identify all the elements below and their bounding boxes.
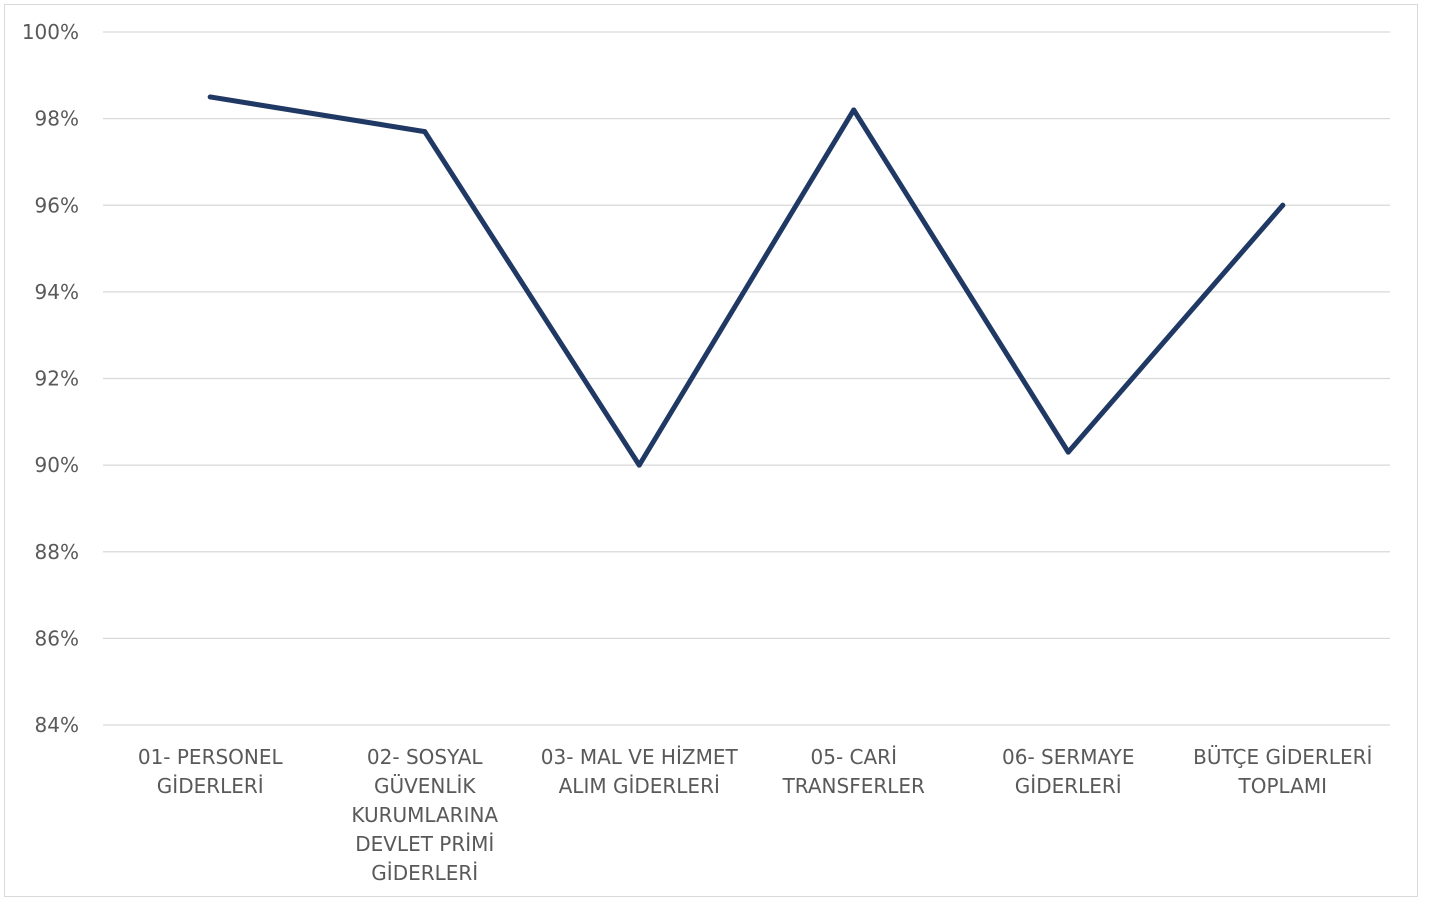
y-tick-label: 96%: [35, 193, 79, 217]
x-category-label: BÜTÇE GİDERLERİ TOPLAMI: [1193, 745, 1372, 798]
y-tick-label: 100%: [22, 20, 79, 44]
x-category-label-line: 06- SERMAYE: [1002, 745, 1135, 769]
data-point: [1280, 202, 1286, 208]
y-tick-label: 94%: [35, 280, 79, 304]
y-tick-label: 90%: [35, 453, 79, 477]
x-category-label-line: TOPLAMI: [1238, 774, 1327, 798]
y-tick-label: 86%: [35, 626, 79, 650]
data-point: [1065, 449, 1071, 455]
x-category-label-line: KURUMLARINA: [351, 803, 498, 827]
gridlines: [103, 31, 1390, 726]
y-tick-label: 98%: [35, 107, 79, 131]
y-tick-label: 84%: [35, 713, 79, 737]
series-line: [207, 94, 1286, 468]
x-category-label-line: 01- PERSONEL: [138, 745, 284, 769]
data-point: [851, 107, 857, 113]
y-tick-label: 92%: [35, 367, 79, 391]
x-category-label-line: GİDERLERİ: [157, 774, 264, 798]
x-category-label: 02- SOSYAL GÜVENLİK KURUMLARINA DEVLET PRİM…: [351, 745, 498, 885]
x-category-label-line: 03- MAL VE HİZMET: [541, 745, 739, 769]
y-tick-label: 88%: [35, 540, 79, 564]
data-point: [422, 129, 428, 135]
series-layer: [207, 94, 1286, 468]
x-category-label-line: 02- SOSYAL: [367, 745, 484, 769]
chart-frame: [4, 4, 1418, 897]
data-point: [636, 462, 642, 468]
x-category-label-line: GİDERLERİ: [1015, 774, 1122, 798]
x-axis-categories: 01- PERSONEL GİDERLERİ 02- SOSYAL GÜVENLİK K…: [138, 745, 1373, 885]
x-category-label-line: TRANSFERLER: [782, 774, 925, 798]
x-category-label-line: DEVLET PRİMİ: [355, 832, 494, 856]
data-point: [207, 94, 213, 100]
x-category-label: 03- MAL VE HİZMET ALIM GİDERLERİ: [541, 745, 739, 798]
x-category-label-line: 05- CARİ: [811, 745, 897, 769]
x-category-label-line: GİDERLERİ: [371, 861, 478, 885]
x-category-label-line: GÜVENLİK: [374, 774, 476, 798]
x-category-label: 05- CARİ TRANSFERLER: [782, 745, 925, 798]
x-category-label-line: BÜTÇE GİDERLERİ: [1193, 745, 1372, 769]
y-axis-ticks: 84% 86% 88% 90% 92% 94% 96% 98% 100%: [22, 20, 79, 737]
x-category-label: 01- PERSONEL GİDERLERİ: [138, 745, 284, 798]
x-category-label: 06- SERMAYE GİDERLERİ: [1002, 745, 1135, 798]
x-category-label-line: ALIM GİDERLERİ: [559, 774, 720, 798]
